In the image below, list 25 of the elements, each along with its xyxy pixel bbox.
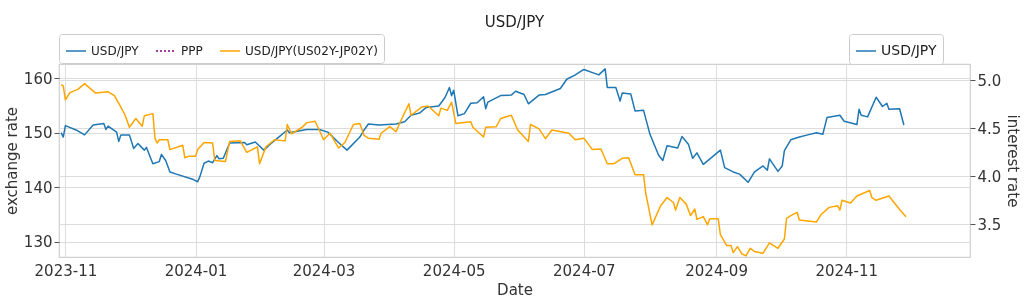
x-tick-label: 2024-01 (164, 261, 228, 280)
x-tick-label: 2024-03 (292, 261, 356, 280)
x-tick-label: 2024-07 (552, 261, 616, 280)
x-tick-label: 2024-11 (815, 261, 879, 280)
y-tick-label: 130 (23, 233, 53, 252)
line-series (60, 82, 907, 257)
x-tick-label: 2023-11 (34, 261, 98, 280)
y2-tick-label: 5.0 (977, 71, 1002, 90)
legend-label: USD/JPY (91, 44, 140, 58)
y2-tick-label: 4.5 (977, 119, 1002, 138)
chart-title: USD/JPY (484, 12, 546, 31)
y-tick-label: 140 (23, 178, 53, 197)
y-tick-label: 160 (23, 69, 53, 88)
y2-tick-label: 3.5 (977, 215, 1002, 234)
x-axis-title: Date (497, 280, 533, 299)
legend-label: USD/JPY(US02Y-JP02Y) (245, 44, 378, 58)
y-axis-title: exchange rate (2, 106, 21, 216)
legend-label: PPP (181, 44, 203, 58)
x-tick-label: 2024-05 (422, 261, 486, 280)
y2-axis-title: interest rate (1004, 114, 1023, 208)
y2-tick-label: 4.0 (977, 167, 1002, 186)
line-series (60, 68, 905, 184)
x-tick-label: 2024-09 (685, 261, 748, 280)
y-tick-label: 150 (23, 124, 53, 143)
legend-label: USD/JPY (881, 42, 937, 58)
